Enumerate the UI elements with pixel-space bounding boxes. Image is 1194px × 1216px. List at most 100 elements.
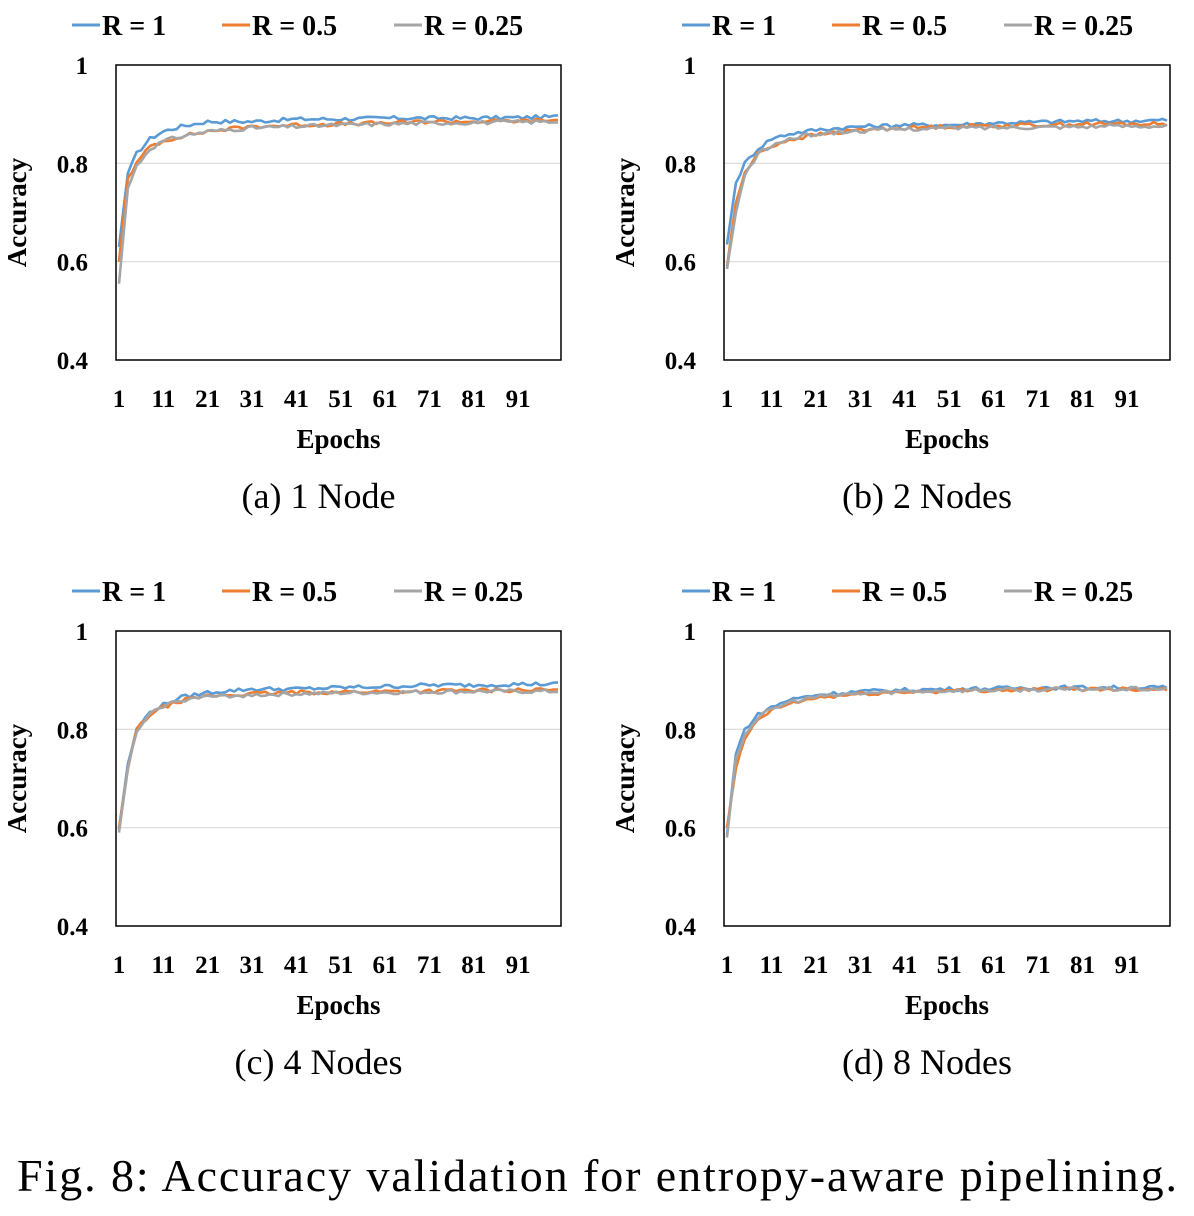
plot-area-frame [723,630,1171,927]
legend-label: R = 1 [102,11,166,42]
x-axis-title: Epochs [296,424,380,454]
y-tick-label: 0.4 [665,348,697,375]
y-axis-title: Accuracy [2,723,32,833]
series-line-r-0-25 [117,688,559,833]
y-axis-title: Accuracy [610,157,640,267]
x-axis-title: Epochs [296,990,380,1020]
series-line-r-1 [117,113,559,248]
y-tick-label: 1 [684,53,697,80]
legend-label: R = 0.25 [1034,577,1133,608]
y-tick-label: 1 [76,53,89,80]
chart-panels: 0.40.60.811 11 21 31 41 51 61 71 81 91EpochsAccur… [2,11,1171,1082]
x-tick-label: 91 [1115,386,1140,413]
x-tick-label: 1 [113,386,126,413]
y-tick-label: 0.6 [665,250,696,277]
y-tick-label: 1 [76,619,89,646]
y-tick-label: 0.6 [57,816,88,843]
legend: R = 1 R = 0.5 R = 0.25 [682,577,1133,608]
x-tick-label: 61 [373,386,398,413]
x-tick-label: 41 [284,952,309,979]
y-tick-label: 1 [684,619,697,646]
x-tick-label: 61 [981,386,1006,413]
x-tick-label: 21 [195,386,220,413]
y-tick-label: 0.4 [57,348,89,375]
x-tick-label: 51 [937,386,962,413]
x-tick-label: 51 [328,952,353,979]
x-tick-label: 41 [892,386,917,413]
series-line-r-0-25 [117,119,559,284]
plot-area-frame [115,64,562,361]
x-tick-label: 41 [284,386,309,413]
series-line-r-1 [725,684,1168,836]
legend-label: R = 0.25 [424,11,523,42]
series-line-r-0-5 [117,117,558,262]
legend: R = 1 R = 0.5 R = 0.25 [72,577,523,608]
subfigure-caption: (d) 8 Nodes [842,1042,1012,1082]
x-tick-label: 71 [417,386,442,413]
y-tick-label: 0.4 [665,914,697,941]
series-line-r-1 [725,117,1168,245]
x-tick-label: 91 [506,952,531,979]
x-tick-label: 81 [461,386,486,413]
series-line-r-1 [117,681,558,831]
y-tick-label: 0.6 [57,250,88,277]
x-tick-label: 61 [373,952,398,979]
x-tick-label: 31 [848,952,873,979]
chart-panel-2: 0.40.60.811 11 21 31 41 51 61 71 81 91EpochsAccur… [610,11,1171,516]
x-tick-label: 91 [1115,952,1140,979]
x-tick-label: 51 [937,952,962,979]
x-tick-label: 51 [328,386,353,413]
x-tick-label: 11 [152,952,176,979]
subfigure-caption: (a) 1 Node [242,476,396,516]
chart-panel-3: 0.40.60.811 11 21 31 41 51 61 71 81 91EpochsAccur… [2,577,562,1082]
series-line-r-0-5 [725,686,1168,828]
plot-area-frame [723,64,1171,361]
x-axis-title: Epochs [905,990,989,1020]
y-tick-label: 0.8 [57,151,88,178]
x-tick-label: 71 [1026,952,1051,979]
x-tick-label: 1 [113,952,126,979]
x-tick-label: 1 [721,386,734,413]
x-tick-label: 21 [195,952,220,979]
legend-label: R = 1 [102,577,166,608]
legend-label: R = 0.5 [252,577,337,608]
x-tick-label: 71 [417,952,442,979]
chart-panel-4: 0.40.60.811 11 21 31 41 51 61 71 81 91EpochsAccur… [610,577,1171,1082]
y-axis-title: Accuracy [2,157,32,267]
x-tick-label: 11 [760,952,784,979]
legend-label: R = 0.5 [862,11,947,42]
legend: R = 1 R = 0.5 R = 0.25 [682,11,1133,42]
legend-label: R = 1 [712,11,776,42]
legend-label: R = 0.5 [862,577,947,608]
legend-label: R = 1 [712,577,776,608]
x-tick-label: 81 [1070,386,1095,413]
x-tick-label: 61 [981,952,1006,979]
x-tick-label: 21 [803,386,828,413]
y-tick-label: 0.8 [57,717,88,744]
y-tick-label: 0.6 [665,816,696,843]
x-tick-label: 91 [506,386,531,413]
legend-label: R = 0.5 [252,11,337,42]
chart-panel-1: 0.40.60.811 11 21 31 41 51 61 71 81 91EpochsAccur… [2,11,562,516]
x-tick-label: 31 [240,952,265,979]
x-tick-label: 31 [848,386,873,413]
x-tick-label: 71 [1026,386,1051,413]
x-tick-label: 11 [152,386,176,413]
y-tick-label: 0.8 [665,151,696,178]
legend-label: R = 0.25 [1034,11,1133,42]
x-tick-label: 21 [803,952,828,979]
series-line-r-0-5 [725,120,1168,267]
series-line-r-0-25 [725,685,1168,838]
legend-label: R = 0.25 [424,577,523,608]
series-line-r-0-5 [117,687,558,828]
x-tick-label: 81 [1070,952,1095,979]
figure-caption: Fig. 8: Accuracy validation for entropy-… [17,1150,1177,1201]
legend: R = 1 R = 0.5 R = 0.25 [72,11,523,42]
y-axis-title: Accuracy [610,723,640,833]
x-tick-label: 1 [721,952,734,979]
plot-area-frame [115,630,562,927]
x-tick-label: 11 [760,386,784,413]
y-tick-label: 0.8 [665,717,696,744]
x-tick-label: 81 [461,952,486,979]
